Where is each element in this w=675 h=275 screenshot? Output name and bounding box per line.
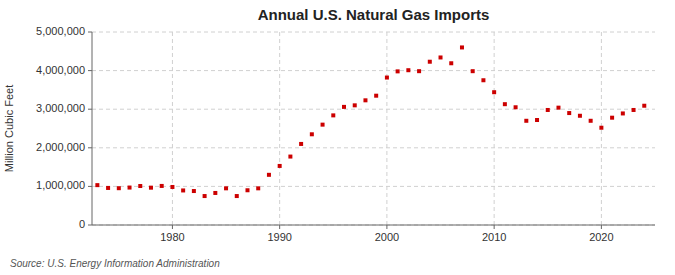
- x-tick-label: 1990: [267, 231, 291, 243]
- x-tick-label: 2000: [375, 231, 399, 243]
- point: [610, 116, 614, 120]
- point: [267, 173, 271, 177]
- x-tick-label: 1980: [160, 231, 184, 243]
- point: [578, 114, 582, 118]
- y-grid-line: [92, 225, 655, 226]
- x-axis-line: [92, 225, 655, 226]
- point: [503, 102, 507, 106]
- point: [524, 119, 528, 123]
- annotation: Source: U.S. Energy Information Administ…: [10, 258, 220, 269]
- x-tick: [172, 225, 173, 229]
- y-tick-label: 3,000,000: [36, 102, 85, 114]
- point: [213, 191, 217, 195]
- point: [514, 105, 518, 109]
- y-grid-line: [92, 109, 655, 110]
- x-grid-line: [279, 32, 280, 225]
- point: [396, 69, 400, 73]
- x-tick: [279, 225, 280, 229]
- point: [170, 185, 174, 189]
- point: [556, 106, 560, 110]
- point: [192, 189, 196, 193]
- point: [117, 186, 121, 190]
- point: [492, 90, 496, 94]
- chart-container: 0 1,000,000 2,000,000 3,000,000 4,000,000 5,0…: [0, 0, 675, 275]
- point: [342, 105, 346, 109]
- point: [138, 184, 142, 188]
- point: [331, 113, 335, 117]
- point: [149, 186, 153, 190]
- point: [471, 69, 475, 73]
- point: [106, 186, 110, 190]
- point: [589, 119, 593, 123]
- y-grid-line: [92, 32, 655, 33]
- point: [481, 78, 485, 82]
- x-grid-line: [172, 32, 173, 225]
- point: [310, 132, 314, 136]
- point: [353, 103, 357, 107]
- point: [460, 45, 464, 49]
- title: Annual U.S. Natural Gas Imports: [258, 6, 490, 23]
- y-tick: [88, 70, 92, 71]
- point: [449, 61, 453, 65]
- y-tick: [88, 32, 92, 33]
- point: [417, 69, 421, 73]
- y-tick-label: 2,000,000: [36, 141, 85, 153]
- point: [278, 164, 282, 168]
- point: [374, 94, 378, 98]
- point: [546, 108, 550, 112]
- y-axis-label: Million Cubic Feet: [3, 85, 15, 172]
- x-tick: [386, 225, 387, 229]
- grid: [92, 32, 655, 225]
- chart-svg: 0 1,000,000 2,000,000 3,000,000 4,000,000 5,0…: [0, 0, 675, 275]
- point: [632, 108, 636, 112]
- point: [567, 111, 571, 115]
- y-axis-line: [92, 32, 93, 225]
- point: [642, 104, 646, 108]
- point: [245, 188, 249, 192]
- point: [235, 194, 239, 198]
- y-tick: [88, 225, 92, 226]
- point: [128, 186, 132, 190]
- x-tick-label: 2020: [589, 231, 613, 243]
- x-grid-line: [386, 32, 387, 225]
- y-tick-label: 4,000,000: [36, 64, 85, 76]
- point: [321, 123, 325, 127]
- x-tick-label: 2010: [482, 231, 506, 243]
- point: [599, 126, 603, 130]
- point: [621, 111, 625, 115]
- y-grid-line: [92, 147, 655, 148]
- point: [181, 188, 185, 192]
- y-tick-label: 0: [79, 218, 85, 230]
- point: [535, 118, 539, 122]
- y-grid-line: [92, 70, 655, 71]
- point: [385, 76, 389, 80]
- x-grid-line: [494, 32, 495, 225]
- point: [224, 186, 228, 190]
- point: [439, 55, 443, 59]
- y-tick: [88, 109, 92, 110]
- y-tick-label: 5,000,000: [36, 25, 85, 37]
- y-tick-label: 1,000,000: [36, 179, 85, 191]
- point: [160, 184, 164, 188]
- axes: 0 1,000,000 2,000,000 3,000,000 4,000,000 5,0…: [36, 25, 655, 243]
- point: [428, 60, 432, 64]
- point: [299, 142, 303, 146]
- point: [203, 194, 207, 198]
- point: [406, 68, 410, 72]
- y-tick: [88, 147, 92, 148]
- x-tick: [494, 225, 495, 229]
- point: [363, 98, 367, 102]
- points: [95, 45, 646, 198]
- y-grid-line: [92, 186, 655, 187]
- y-tick: [88, 186, 92, 187]
- point: [256, 186, 260, 190]
- point: [95, 183, 99, 187]
- point: [288, 155, 292, 159]
- x-tick: [601, 225, 602, 229]
